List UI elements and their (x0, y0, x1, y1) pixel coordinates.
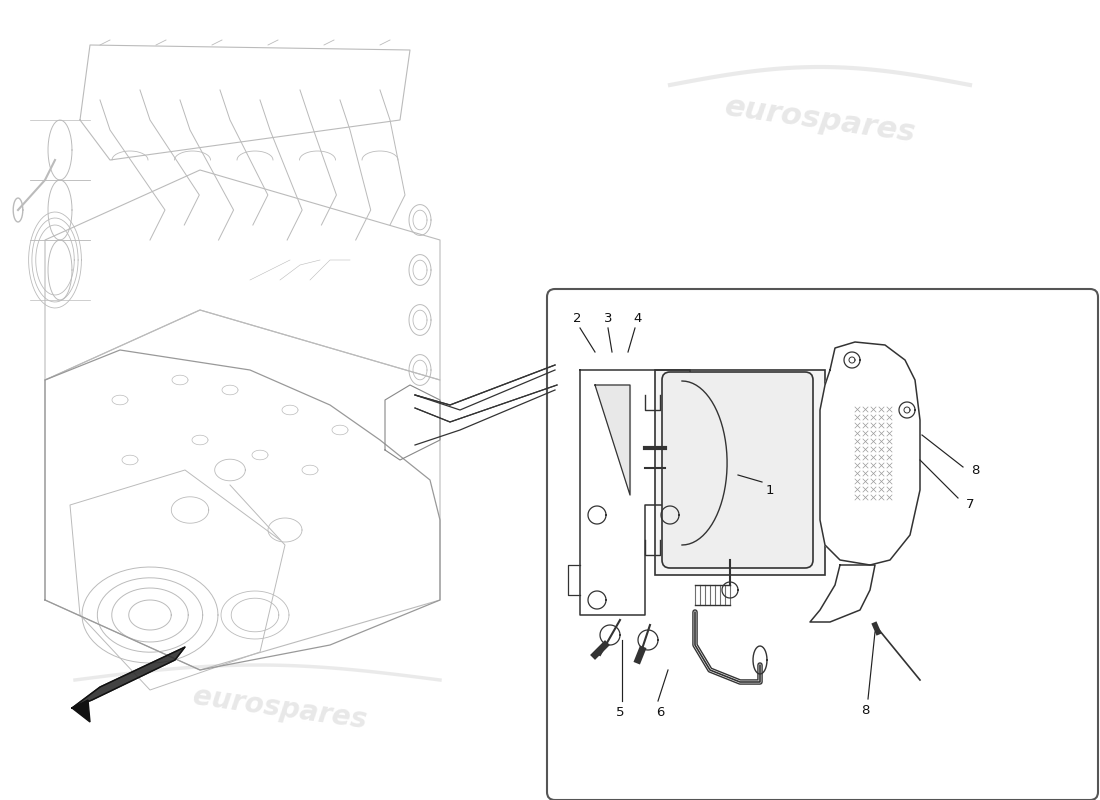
Text: 7: 7 (966, 498, 975, 511)
Text: 5: 5 (616, 706, 625, 718)
Polygon shape (810, 565, 875, 622)
Text: 8: 8 (861, 703, 869, 717)
Text: 6: 6 (656, 706, 664, 718)
FancyBboxPatch shape (654, 370, 825, 575)
Text: 3: 3 (604, 311, 613, 325)
Polygon shape (72, 700, 90, 722)
FancyBboxPatch shape (662, 372, 813, 568)
Text: eurospares: eurospares (669, 626, 802, 664)
Polygon shape (580, 370, 690, 615)
Text: eurospares: eurospares (723, 92, 917, 148)
Text: 4: 4 (634, 311, 642, 325)
Text: eurospares: eurospares (191, 682, 368, 734)
Polygon shape (72, 647, 185, 708)
Text: 1: 1 (766, 483, 774, 497)
Polygon shape (820, 342, 920, 565)
Polygon shape (595, 385, 630, 495)
FancyBboxPatch shape (547, 289, 1098, 800)
Text: 8: 8 (971, 463, 979, 477)
Text: 2: 2 (573, 311, 581, 325)
